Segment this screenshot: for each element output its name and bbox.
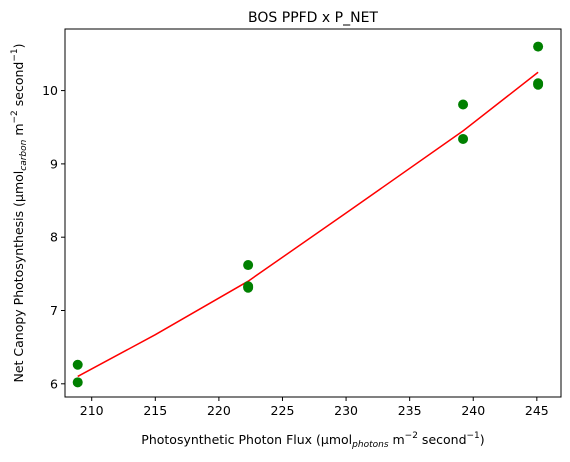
axes-frame xyxy=(64,28,562,398)
x-tick-label: 240 xyxy=(461,403,485,418)
x-tick-label: 225 xyxy=(271,403,295,418)
x-tick-label: 230 xyxy=(334,403,358,418)
x-tick-label: 245 xyxy=(525,403,549,418)
chart-title: BOS PPFD x P_NET xyxy=(248,10,378,26)
plot-area xyxy=(72,41,544,388)
fit-line xyxy=(77,71,539,378)
x-tick-label: 235 xyxy=(398,403,422,418)
y-tick-label: 8 xyxy=(50,230,58,245)
y-axis: 6 7 8 9 10 xyxy=(42,83,65,391)
x-axis-label: Photosynthetic Photon Flux (μmolphotons … xyxy=(141,431,484,450)
data-point xyxy=(458,99,469,110)
y-axis-label: Net Canopy Photosynthesis (μmolcarbon m−… xyxy=(10,43,29,382)
data-point xyxy=(533,41,544,52)
data-point xyxy=(72,359,83,370)
y-tick-label: 6 xyxy=(50,376,58,391)
x-tick-label: 215 xyxy=(143,403,167,418)
data-point xyxy=(243,282,254,293)
y-tick-label: 9 xyxy=(50,156,58,171)
x-tick-label: 220 xyxy=(207,403,231,418)
x-axis: 210 215 220 225 230 235 240 245 xyxy=(80,397,549,418)
data-point xyxy=(243,260,254,271)
data-point xyxy=(458,133,469,144)
x-tick-label: 210 xyxy=(80,403,104,418)
y-tick-label: 7 xyxy=(50,303,58,318)
y-tick-label: 10 xyxy=(42,83,58,98)
data-point xyxy=(72,377,83,388)
data-point xyxy=(533,79,544,90)
